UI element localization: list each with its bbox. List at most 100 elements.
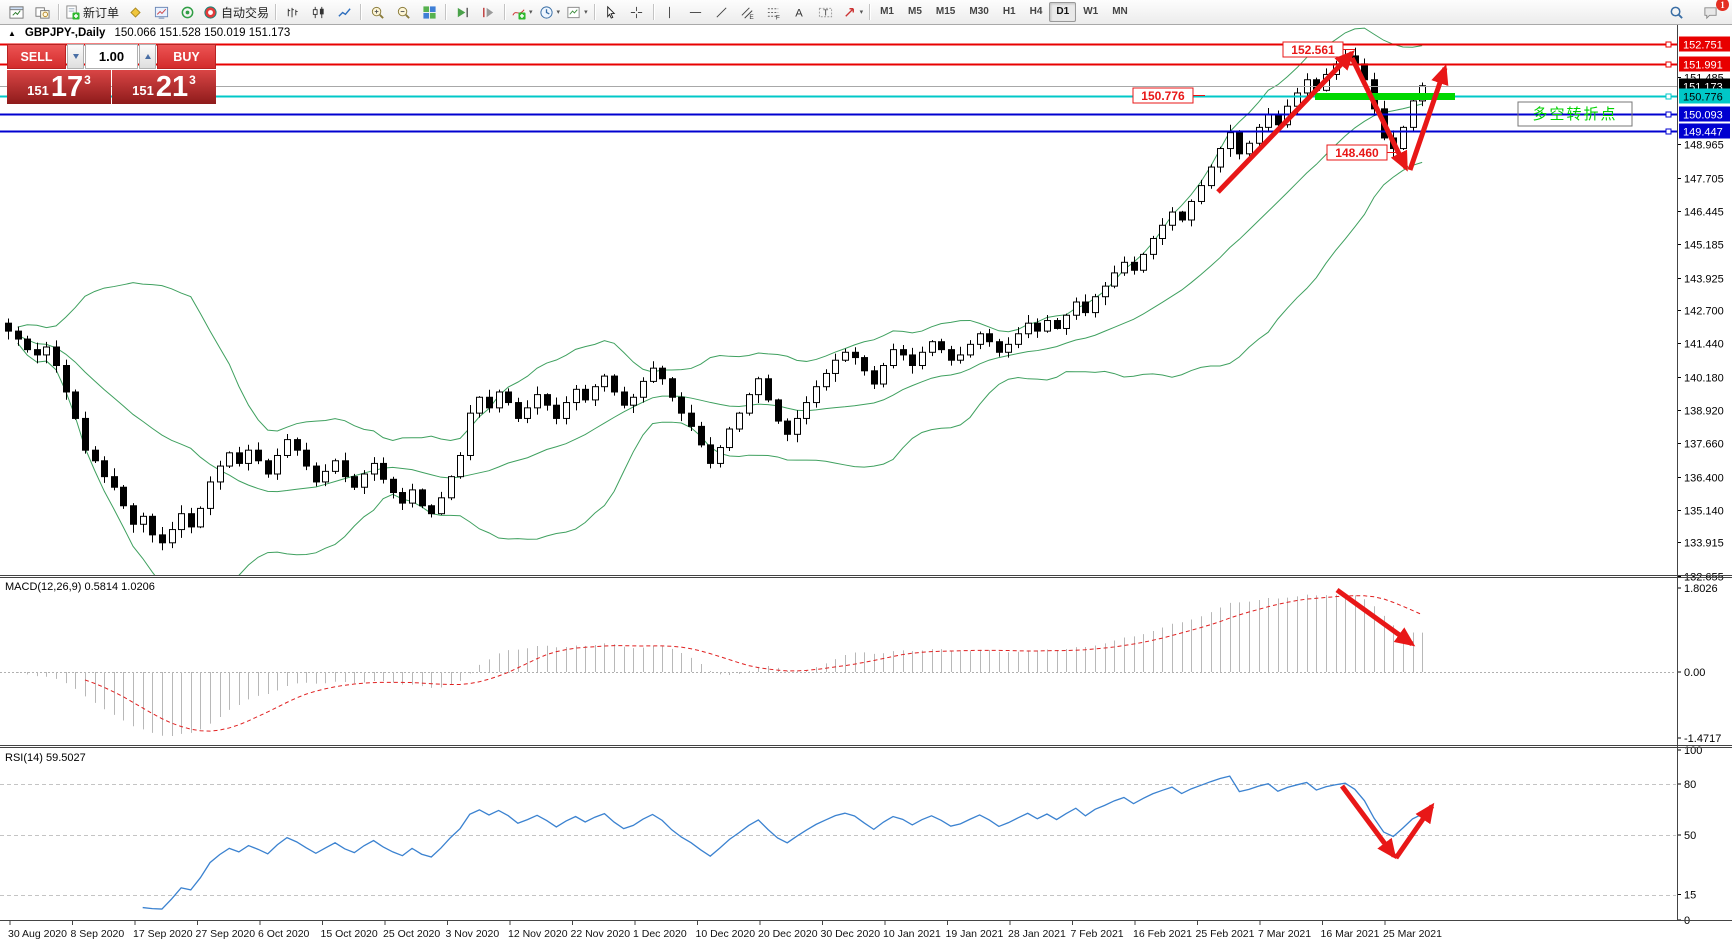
- svg-text:148.965: 148.965: [1684, 140, 1724, 152]
- market-watch-button[interactable]: [148, 1, 174, 23]
- line-chart-icon: [337, 7, 351, 17]
- candle-chart-icon: [312, 6, 324, 18]
- zoom-in-icon: [371, 6, 384, 19]
- price-badge: 152.751: [1683, 40, 1723, 52]
- hline-handle[interactable]: [1665, 41, 1672, 48]
- profile-button[interactable]: [29, 1, 55, 23]
- metaeditor-button[interactable]: [122, 1, 148, 23]
- hline-handle[interactable]: [1665, 61, 1672, 68]
- svg-text:147.705: 147.705: [1684, 174, 1724, 186]
- arrow-tool-button[interactable]: ▾: [839, 1, 867, 23]
- timeframe-mn-button[interactable]: MN: [1112, 6, 1128, 17]
- notifications-button[interactable]: 1: [1697, 0, 1729, 23]
- bar-chart-button[interactable]: [279, 1, 305, 23]
- indicators-button[interactable]: ▾: [508, 1, 536, 23]
- price-annotation-box[interactable]: [1326, 144, 1388, 161]
- svg-text:140.180: 140.180: [1684, 373, 1724, 385]
- price-badge: 149.447: [1683, 127, 1723, 139]
- date-label: 7 Feb 2021: [1071, 928, 1124, 940]
- timeframe-h4-button[interactable]: H4: [1029, 6, 1043, 17]
- green-support-bar[interactable]: [1315, 93, 1455, 100]
- periods-button[interactable]: ▾: [536, 1, 564, 23]
- hline-button[interactable]: [683, 1, 709, 23]
- candle-chart-button[interactable]: [305, 1, 331, 23]
- hline-handle[interactable]: [1665, 111, 1672, 118]
- timeframe-m5-button[interactable]: M5: [908, 6, 922, 17]
- date-label: 22 Nov 2020: [571, 928, 631, 940]
- macd-pane: [0, 594, 1676, 736]
- chart-shift-button[interactable]: [475, 1, 501, 23]
- toolbar-separator: [504, 4, 506, 20]
- buy-price-small: 151: [132, 83, 154, 98]
- templates-button[interactable]: ▾: [563, 1, 591, 23]
- timeframe-m30-button[interactable]: M30: [969, 6, 989, 17]
- chart-window-icon: [8, 5, 24, 19]
- svg-text:150.776: 150.776: [1141, 89, 1185, 103]
- text-label-button[interactable]: T: [813, 1, 839, 23]
- candles-layer: [5, 47, 1426, 551]
- cursor-button[interactable]: [598, 1, 624, 23]
- search-button[interactable]: [1663, 1, 1689, 23]
- zoom-out-button[interactable]: [390, 1, 416, 23]
- date-label: 16 Mar 2021: [1321, 928, 1380, 940]
- timeframe-m15-button[interactable]: M15: [935, 6, 956, 17]
- svg-text:-1.4717: -1.4717: [1684, 733, 1721, 745]
- one-click-trading-panel: SELL 1.00 BUY 151 17 3 151 21 3: [7, 44, 216, 104]
- trendline-button[interactable]: [709, 1, 735, 23]
- price-annotation-box[interactable]: [1282, 41, 1344, 58]
- auto-scroll-button[interactable]: [449, 1, 475, 23]
- autotrade-button[interactable]: 自动交易: [200, 1, 272, 23]
- macd-trend-arrow[interactable]: [1335, 587, 1416, 647]
- price-trend-arrow[interactable]: [1349, 56, 1409, 172]
- hline-handle[interactable]: [1665, 128, 1672, 135]
- vline-icon: [669, 6, 671, 18]
- text-a-button[interactable]: A: [787, 1, 813, 23]
- date-label: 1 Dec 2020: [633, 928, 687, 940]
- chart-window-button[interactable]: [3, 1, 29, 23]
- dropdown-caret-icon: ▾: [584, 9, 588, 16]
- tile-windows-button[interactable]: [416, 1, 442, 23]
- turn-point-label-box[interactable]: [1517, 101, 1633, 127]
- hline-handle[interactable]: [1665, 93, 1672, 100]
- date-label: 6 Oct 2020: [258, 928, 310, 940]
- price-trend-arrow[interactable]: [1216, 50, 1355, 194]
- volume-increase-button[interactable]: [139, 44, 156, 69]
- svg-text:E: E: [749, 14, 754, 20]
- timeframe-m1-button[interactable]: M1: [880, 6, 894, 17]
- channel-button[interactable]: E: [735, 1, 761, 23]
- symbol-info-bar: ▲ GBPJPY-,Daily 150.066 151.528 150.019 …: [8, 27, 290, 39]
- timeframe-w1-button[interactable]: W1: [1083, 6, 1099, 17]
- signals-button[interactable]: [174, 1, 200, 23]
- volume-decrease-button[interactable]: [67, 44, 84, 69]
- sell-button[interactable]: SELL: [7, 44, 66, 69]
- fibo-button[interactable]: F: [761, 1, 787, 23]
- crosshair-button[interactable]: [624, 1, 650, 23]
- templates-icon: [567, 6, 580, 18]
- sell-price-display[interactable]: 151 17 3: [7, 70, 111, 104]
- annotations-layer[interactable]: 152.561 150.776 148.460 多空转折点: [1132, 41, 1633, 860]
- tile-windows-icon: [422, 5, 436, 19]
- line-chart-button[interactable]: [331, 1, 357, 23]
- svg-text:15: 15: [1684, 890, 1696, 902]
- main-toolbar: 新订单 自动交易 ▾ ▾ ▾ E F A T ▾ M1 M5 M15 M30 H1 H4 D1 W1 MN 1: [0, 0, 1732, 25]
- buy-button[interactable]: BUY: [157, 44, 216, 69]
- new-order-button[interactable]: 新订单: [62, 1, 122, 23]
- vline-button[interactable]: [657, 1, 683, 23]
- buy-price-display[interactable]: 151 21 3: [112, 70, 216, 104]
- timeframe-h1-button[interactable]: H1: [1002, 6, 1016, 17]
- svg-text:135.140: 135.140: [1684, 506, 1724, 518]
- date-label: 10 Jan 2021: [883, 928, 941, 940]
- volume-input[interactable]: 1.00: [85, 44, 138, 69]
- price-annotation-box[interactable]: [1132, 87, 1194, 104]
- toolbar-separator: [275, 4, 277, 20]
- svg-text:148.460: 148.460: [1335, 146, 1379, 160]
- rsi-trend-arrow[interactable]: [1393, 802, 1435, 860]
- collapse-icon[interactable]: ▲: [8, 28, 16, 38]
- timeframe-d1-button[interactable]: D1: [1049, 2, 1077, 22]
- periods-icon: [539, 5, 553, 19]
- rsi-trend-arrow[interactable]: [1339, 784, 1397, 860]
- price-badge: 150.093: [1683, 110, 1723, 122]
- zoom-in-button[interactable]: [364, 1, 390, 23]
- price-trend-arrow[interactable]: [1407, 64, 1449, 171]
